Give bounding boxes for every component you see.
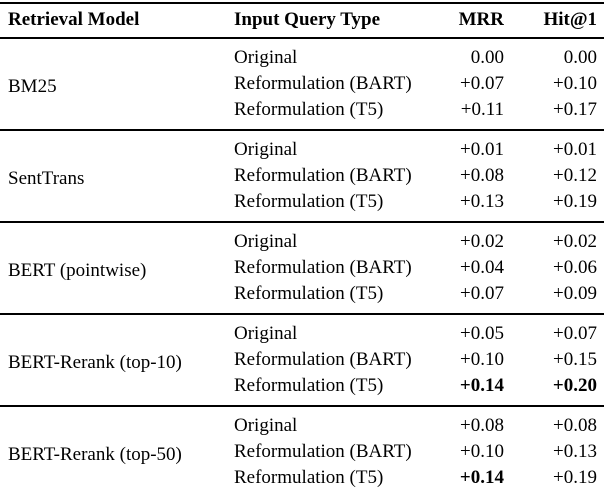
table-row: Reformulation (BART) +0.10 +0.15 — [0, 347, 604, 373]
table-row: BERT (pointwise) Original +0.02 +0.02 — [0, 222, 604, 281]
query-type-cell: Original — [234, 415, 298, 436]
hit1-cell: +0.07 — [553, 323, 597, 344]
hit1-cell: +0.09 — [553, 283, 597, 304]
mrr-cell: +0.05 — [460, 323, 504, 344]
query-type-cell: Reformulation (BART) — [234, 441, 412, 462]
hit1-cell: +0.15 — [553, 349, 597, 370]
hit1-cell: +0.12 — [553, 165, 597, 186]
query-type-cell: Reformulation (BART) — [234, 73, 412, 94]
mrr-cell: +0.11 — [460, 99, 504, 120]
hit1-cell: +0.20 — [552, 375, 597, 396]
col-header-mrr: MRR — [458, 9, 504, 30]
table-row: Reformulation (BART) +0.10 +0.13 — [0, 439, 604, 465]
mrr-cell: +0.10 — [460, 441, 504, 462]
mrr-cell: +0.08 — [460, 165, 504, 186]
model-name: BM25 — [8, 76, 57, 97]
mrr-cell: +0.08 — [460, 415, 504, 436]
query-type-cell: Original — [234, 47, 298, 68]
hit1-cell: +0.19 — [553, 467, 597, 488]
mrr-cell: +0.07 — [460, 73, 504, 94]
col-header-input-query-type: Input Query Type — [234, 9, 381, 30]
hit1-cell: +0.13 — [553, 441, 597, 462]
model-name: BERT-Rerank (top-10) — [8, 352, 182, 373]
table-row: Reformulation (T5) +0.13 +0.19 — [0, 189, 604, 222]
hit1-cell: +0.01 — [553, 139, 597, 160]
table-row: Reformulation (T5) +0.14 +0.19 — [0, 465, 604, 494]
table-row: Reformulation (BART) +0.04 +0.06 — [0, 255, 604, 281]
col-header-retrieval-model: Retrieval Model — [8, 9, 140, 30]
query-type-cell: Reformulation (T5) — [234, 99, 384, 120]
group-bert-rerank-top10: BERT-Rerank (top-10) Original +0.05 +0.0… — [0, 314, 604, 406]
mrr-cell: +0.07 — [460, 283, 504, 304]
query-type-cell: Reformulation (T5) — [234, 191, 384, 212]
mrr-cell: +0.01 — [460, 139, 504, 160]
query-type-cell: Reformulation (BART) — [234, 165, 412, 186]
table-row: Reformulation (T5) +0.11 +0.17 — [0, 97, 604, 130]
hit1-cell: +0.10 — [553, 73, 597, 94]
header-row: Retrieval Model Input Query Type MRR Hit… — [0, 3, 604, 38]
hit1-cell: +0.17 — [553, 99, 597, 120]
mrr-cell: +0.14 — [459, 375, 504, 396]
table-row: BM25 Original 0.00 0.00 — [0, 38, 604, 97]
query-type-cell: Reformulation (BART) — [234, 257, 412, 278]
table-row: SentTrans Original +0.01 +0.01 — [0, 130, 604, 189]
hit1-cell: +0.08 — [553, 415, 597, 436]
mrr-cell: +0.13 — [460, 191, 504, 212]
hit1-cell: +0.02 — [553, 231, 597, 252]
hit1-cell: 0.00 — [563, 47, 597, 68]
model-name: SentTrans — [8, 168, 85, 189]
mrr-cell: 0.00 — [470, 47, 504, 68]
group-senttrans: SentTrans Original +0.01 +0.01 Reformula… — [0, 130, 604, 222]
mrr-cell: +0.02 — [460, 231, 504, 252]
query-type-cell: Original — [234, 323, 298, 344]
query-type-cell: Original — [234, 231, 298, 252]
mrr-cell: +0.14 — [459, 467, 504, 488]
hit1-cell: +0.06 — [553, 257, 597, 278]
mrr-cell: +0.10 — [460, 349, 504, 370]
group-bm25: BM25 Original 0.00 0.00 Reformulation (B… — [0, 38, 604, 130]
query-type-cell: Original — [234, 139, 298, 160]
table-header: Retrieval Model Input Query Type MRR Hit… — [0, 3, 604, 38]
query-type-cell: Reformulation (T5) — [234, 467, 384, 488]
query-type-cell: Reformulation (BART) — [234, 349, 412, 370]
query-type-cell: Reformulation (T5) — [234, 283, 384, 304]
group-bert-pointwise: BERT (pointwise) Original +0.02 +0.02 Re… — [0, 222, 604, 314]
col-header-hit1: Hit@1 — [543, 9, 597, 30]
table-row: Reformulation (T5) +0.14 +0.20 — [0, 373, 604, 406]
table-row: Reformulation (BART) +0.08 +0.12 — [0, 163, 604, 189]
group-bert-rerank-top50: BERT-Rerank (top-50) Original +0.08 +0.0… — [0, 406, 604, 494]
query-type-cell: Reformulation (T5) — [234, 375, 384, 396]
model-name: BERT (pointwise) — [8, 260, 147, 281]
table-row: BERT-Rerank (top-10) Original +0.05 +0.0… — [0, 314, 604, 373]
table-row: Reformulation (BART) +0.07 +0.10 — [0, 71, 604, 97]
mrr-cell: +0.04 — [460, 257, 504, 278]
table-row: Reformulation (T5) +0.07 +0.09 — [0, 281, 604, 314]
hit1-cell: +0.19 — [553, 191, 597, 212]
model-name: BERT-Rerank (top-50) — [8, 444, 182, 465]
table-row: BERT-Rerank (top-50) Original +0.08 +0.0… — [0, 406, 604, 465]
